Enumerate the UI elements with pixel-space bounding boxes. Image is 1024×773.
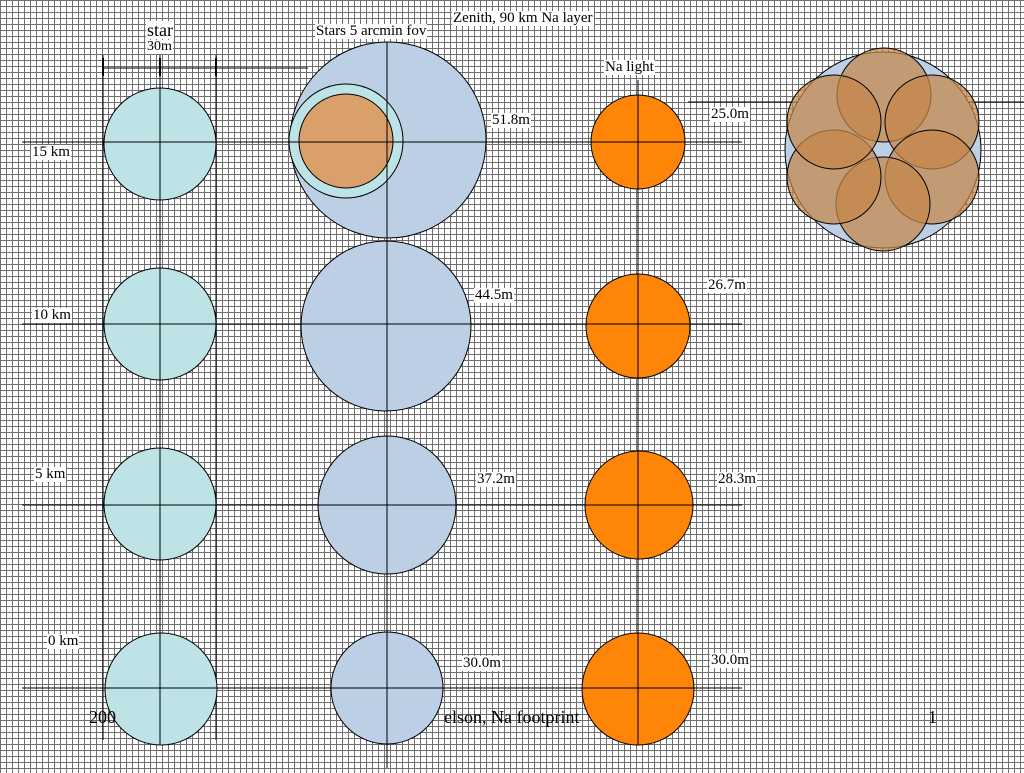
- stars-fov-header: Stars 5 arcmin fov: [315, 23, 428, 39]
- star-column-header: star: [146, 20, 174, 40]
- fov-size-label-5km: 37.2m: [476, 471, 516, 487]
- na-column: [581, 94, 695, 746]
- na-size-label-10km: 26.7m: [707, 277, 747, 293]
- footer-left-text: 200: [89, 707, 116, 727]
- altitude-label-5km: 5 km: [34, 466, 67, 482]
- altitude-label-15km: 15 km: [31, 144, 71, 160]
- fov-size-label-10km: 44.5m: [474, 287, 514, 303]
- footer-center-text: elson, Na footprint: [444, 707, 580, 727]
- star-size-label: 30m: [146, 39, 173, 54]
- star-circle-0km: [104, 632, 218, 746]
- fov-circle-10km: [300, 240, 472, 412]
- na-size-label-15km: 25.0m: [710, 106, 750, 122]
- na-size-label-5km: 28.3m: [717, 471, 757, 487]
- cluster-disk-upper-left: [786, 74, 882, 170]
- na-cluster: [784, 47, 982, 252]
- na-size-label-0km: 30.0m: [710, 652, 750, 668]
- fov-size-label-0km: 30.0m: [462, 655, 502, 671]
- footer-page-number: 1: [928, 707, 937, 727]
- altitude-label-0km: 0 km: [47, 633, 80, 649]
- altitude-label-10km: 10 km: [32, 307, 72, 323]
- fov-overlap-disk-15km: [298, 93, 394, 189]
- fov-size-label-15km: 51.8m: [491, 112, 531, 128]
- zenith-header: Zenith, 90 km Na layer: [452, 10, 594, 26]
- na-light-header: Na light: [604, 59, 655, 75]
